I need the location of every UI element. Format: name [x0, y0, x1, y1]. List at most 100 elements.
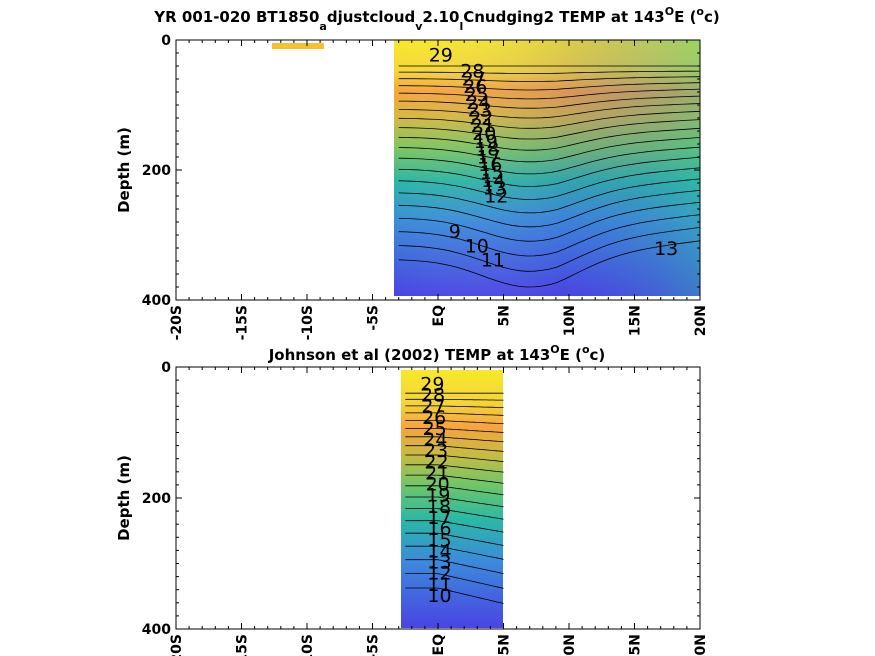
x-tick-label: -10S [300, 634, 316, 656]
isotherm-line [405, 532, 504, 546]
isotherm-line [398, 137, 701, 163]
isotherm-line [398, 119, 701, 140]
panel-1-ticks [175, 39, 701, 301]
contour-label: 28 [460, 61, 484, 83]
contour-label: 12 [427, 563, 451, 585]
panel-1-contour-labels: 2928272625242322212019181716151413121110… [429, 44, 679, 271]
x-tick-label: 20N [693, 305, 709, 336]
isotherm-line [398, 76, 701, 82]
x-tick-label: EQ [431, 305, 447, 327]
contour-label: 29 [420, 373, 444, 395]
x-tick-label: 10N [562, 634, 578, 656]
panel-1-contours [398, 65, 701, 288]
contour-label: 21 [425, 463, 449, 485]
y-tick-label: 200 [142, 491, 171, 507]
isotherm-line [398, 227, 701, 272]
x-tick-label: EQ [431, 634, 447, 656]
isotherm-line [405, 545, 504, 560]
x-tick-label: -15S [235, 634, 251, 656]
isotherm-line [398, 110, 701, 129]
x-tick-label: -20S [169, 634, 185, 656]
panel-2-ylabel: Depth (m) [115, 455, 133, 541]
contour-label: 14 [481, 170, 505, 192]
isotherm-line [398, 70, 701, 74]
isotherm-line [398, 82, 701, 91]
x-tick-label: 10N [562, 305, 578, 336]
isotherm-line [405, 412, 504, 416]
panel-1-field-shade [394, 40, 700, 296]
isotherm-line [405, 454, 504, 462]
contour-label: 19 [426, 485, 450, 507]
panel-1: YR 001-020 BT1850adjustcloudv2.10lCnudgi… [115, 5, 720, 301]
contour-label: 13 [654, 238, 678, 260]
y-tick-label: 400 [142, 293, 171, 309]
contour-label: 25 [423, 418, 447, 440]
isotherm-line [398, 127, 701, 151]
contour-label: 17 [477, 146, 501, 168]
isotherm-line [398, 167, 701, 200]
isotherm-line [405, 587, 504, 604]
isotherm-line [398, 146, 701, 175]
isotherm-line [405, 464, 504, 473]
contour-label: 27 [462, 68, 486, 90]
contour-label: 23 [468, 100, 492, 122]
contour-label: 12 [484, 185, 508, 207]
isotherm-line [405, 436, 504, 443]
contour-label: 18 [427, 496, 451, 518]
contour-label: 28 [421, 385, 445, 407]
isotherm-line [405, 398, 504, 401]
contour-label: 22 [469, 107, 493, 129]
contour-label: 18 [475, 139, 499, 161]
isotherm-line [398, 201, 701, 242]
x-tick-label: 5N [497, 305, 513, 326]
isotherm-line [405, 420, 504, 425]
isotherm-line [405, 559, 504, 574]
contour-label: 9 [449, 221, 461, 243]
contour-label: 26 [422, 407, 446, 429]
isotherm-line [398, 178, 701, 214]
isotherm-line [398, 189, 701, 228]
contour-label: 23 [424, 440, 448, 462]
x-tick-label: -20S [169, 305, 185, 340]
panel-1-surface-patch [272, 43, 324, 49]
contour-label: 20 [426, 474, 450, 496]
panel-2-ticks [175, 366, 701, 630]
x-tick-label: 5N [497, 634, 513, 655]
contour-label: 13 [483, 178, 507, 200]
isotherm-line [405, 508, 504, 520]
contour-label: 17 [427, 507, 451, 529]
isotherm-line [398, 240, 701, 288]
y-tick-label: 0 [161, 33, 171, 49]
contour-label: 19 [474, 131, 498, 153]
y-tick-label: 200 [142, 163, 171, 179]
isotherm-line [405, 520, 504, 533]
contour-label: 26 [463, 76, 487, 98]
isotherm-line [405, 428, 504, 433]
contour-label: 21 [471, 115, 495, 137]
x-tick-label: 15N [628, 305, 644, 336]
contour-label: 25 [465, 84, 489, 106]
contour-label: 16 [478, 154, 502, 176]
isotherm-line [405, 485, 504, 496]
contour-label: 15 [427, 529, 451, 551]
isotherm-line [398, 88, 701, 100]
contour-label: 13 [427, 552, 451, 574]
isotherm-line [398, 156, 701, 187]
contour-label: 22 [424, 451, 448, 473]
x-tick-label: -15S [235, 305, 251, 340]
isotherm-line [398, 103, 701, 119]
x-tick-label: 20N [693, 634, 709, 656]
isotherm-line [398, 95, 701, 109]
panel-2: Johnson et al (2002) TEMP at 143OE (oc) … [115, 343, 701, 630]
isotherm-line [398, 214, 701, 257]
isotherm-line [405, 445, 504, 452]
isotherm-line [405, 496, 504, 508]
contour-label: 24 [466, 92, 490, 114]
panel-1-ylabel: Depth (m) [115, 127, 133, 213]
x-tick-label: -5S [366, 305, 382, 331]
contour-label: 24 [423, 429, 447, 451]
y-tick-label: 0 [161, 360, 171, 376]
panel-2-title: Johnson et al (2002) TEMP at 143OE (oc) [268, 343, 606, 364]
